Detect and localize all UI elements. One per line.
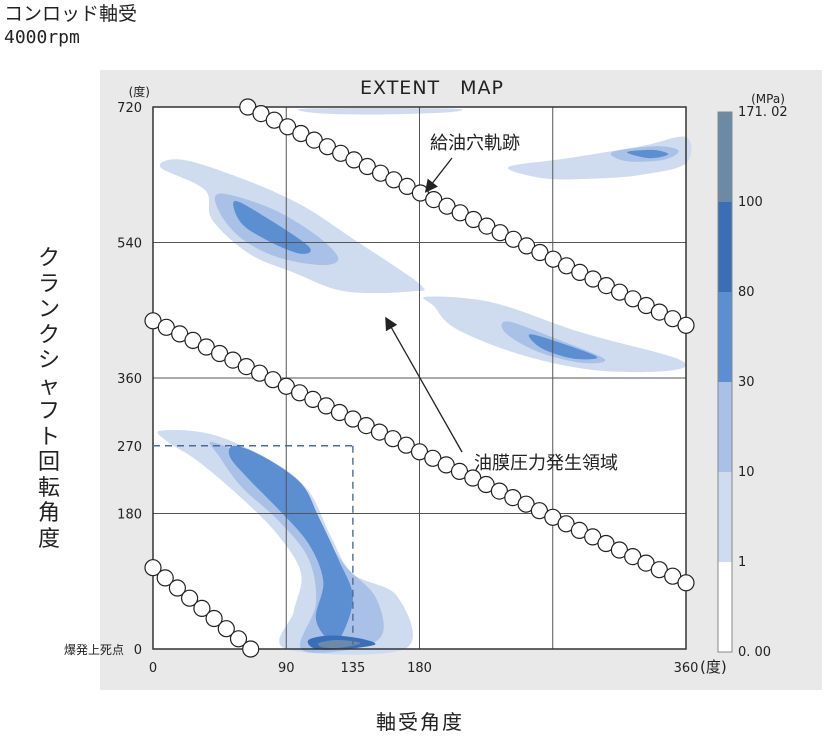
pressure-region-arrow — [385, 316, 463, 453]
y-tick-label: 360 — [117, 372, 142, 387]
y-axis-title: クランクシャフト回転角度 — [37, 246, 60, 552]
x-tick-labels: 0 90 135 180 360 — [149, 661, 699, 676]
y-tick-labels: 0 180 270 360 540 720 爆発上死点 — [64, 101, 142, 658]
colorbar-label: 100 — [738, 195, 763, 210]
colorbar-segment — [718, 292, 732, 382]
oil-hole-marker — [242, 640, 260, 658]
x-axis-title: 軸受角度 — [376, 710, 464, 734]
x-tick-label: 90 — [278, 661, 295, 676]
colorbar-label: 10 — [738, 465, 755, 480]
colorbar-segment — [718, 562, 732, 652]
oil-hole-marker — [677, 574, 695, 592]
chart-main-title: コンロッド軸受 — [4, 3, 138, 25]
oil-hole-marker — [168, 579, 186, 597]
oil-hole-marker — [205, 609, 223, 628]
pressure-region — [528, 334, 598, 360]
pressure-regions — [157, 108, 692, 655]
oil-hole-marker — [193, 599, 211, 618]
plot-border — [152, 106, 687, 650]
colorbar-label: 171. 02 — [738, 105, 788, 120]
chart-title: EXTENT MAP — [360, 77, 504, 99]
oil-hole-trajectory — [144, 98, 695, 658]
pressure-region — [298, 108, 463, 115]
x-tick-label: 0 — [149, 661, 157, 676]
colorbar-border — [717, 111, 733, 653]
y-tick-label: 720 — [117, 101, 142, 116]
x-tick-label: 180 — [407, 661, 432, 676]
oil-hole-trajectory-label: 給油穴軌跡 — [430, 133, 520, 154]
oil-hole-marker — [181, 589, 199, 607]
chart-header: コンロッド軸受 4000rpm — [4, 2, 137, 50]
pressure-region-label: 油膜圧力発生領域 — [474, 453, 618, 474]
x-tick-label: 135 — [340, 661, 365, 676]
colorbar-segment — [718, 472, 732, 562]
y-tick-label: 180 — [117, 508, 142, 523]
rpm-label: 4000rpm — [4, 27, 80, 48]
pressure-region — [233, 200, 311, 254]
colorbar-label: 80 — [738, 285, 755, 300]
oil-hole-marker — [677, 316, 695, 334]
colorbar: 0. 00 1 10 30 80 100 171. 02 — [717, 105, 788, 660]
x-unit-label: (度) — [700, 658, 727, 676]
oil-hole-marker — [217, 620, 235, 638]
y-unit-label: (度) — [129, 84, 150, 99]
colorbar-label: 0. 00 — [738, 645, 771, 660]
oil-hole-marker — [144, 559, 162, 577]
colorbar-label: 1 — [738, 555, 746, 570]
y-tick-label: 270 — [117, 440, 142, 455]
colorbar-label: 30 — [738, 375, 755, 390]
y-tick-label: 540 — [117, 237, 142, 252]
colorbar-unit: (MPa) — [751, 92, 785, 106]
oil-hole-marker — [229, 630, 248, 648]
colorbar-segment — [718, 112, 732, 202]
pressure-region — [423, 296, 687, 373]
y-tick-label: 0 — [134, 643, 142, 658]
reference-dashed-lines — [153, 445, 354, 649]
trajectory-arrow — [424, 157, 453, 193]
x-tick-label: 360 — [674, 661, 699, 676]
pressure-region — [626, 149, 669, 159]
oil-hole-marker — [156, 569, 174, 587]
y-zero-label: 爆発上死点 — [64, 643, 124, 657]
pressure-region — [228, 445, 353, 643]
colorbar-segment — [718, 202, 732, 292]
colorbar-segment — [718, 382, 732, 472]
pressure-region — [317, 640, 361, 649]
